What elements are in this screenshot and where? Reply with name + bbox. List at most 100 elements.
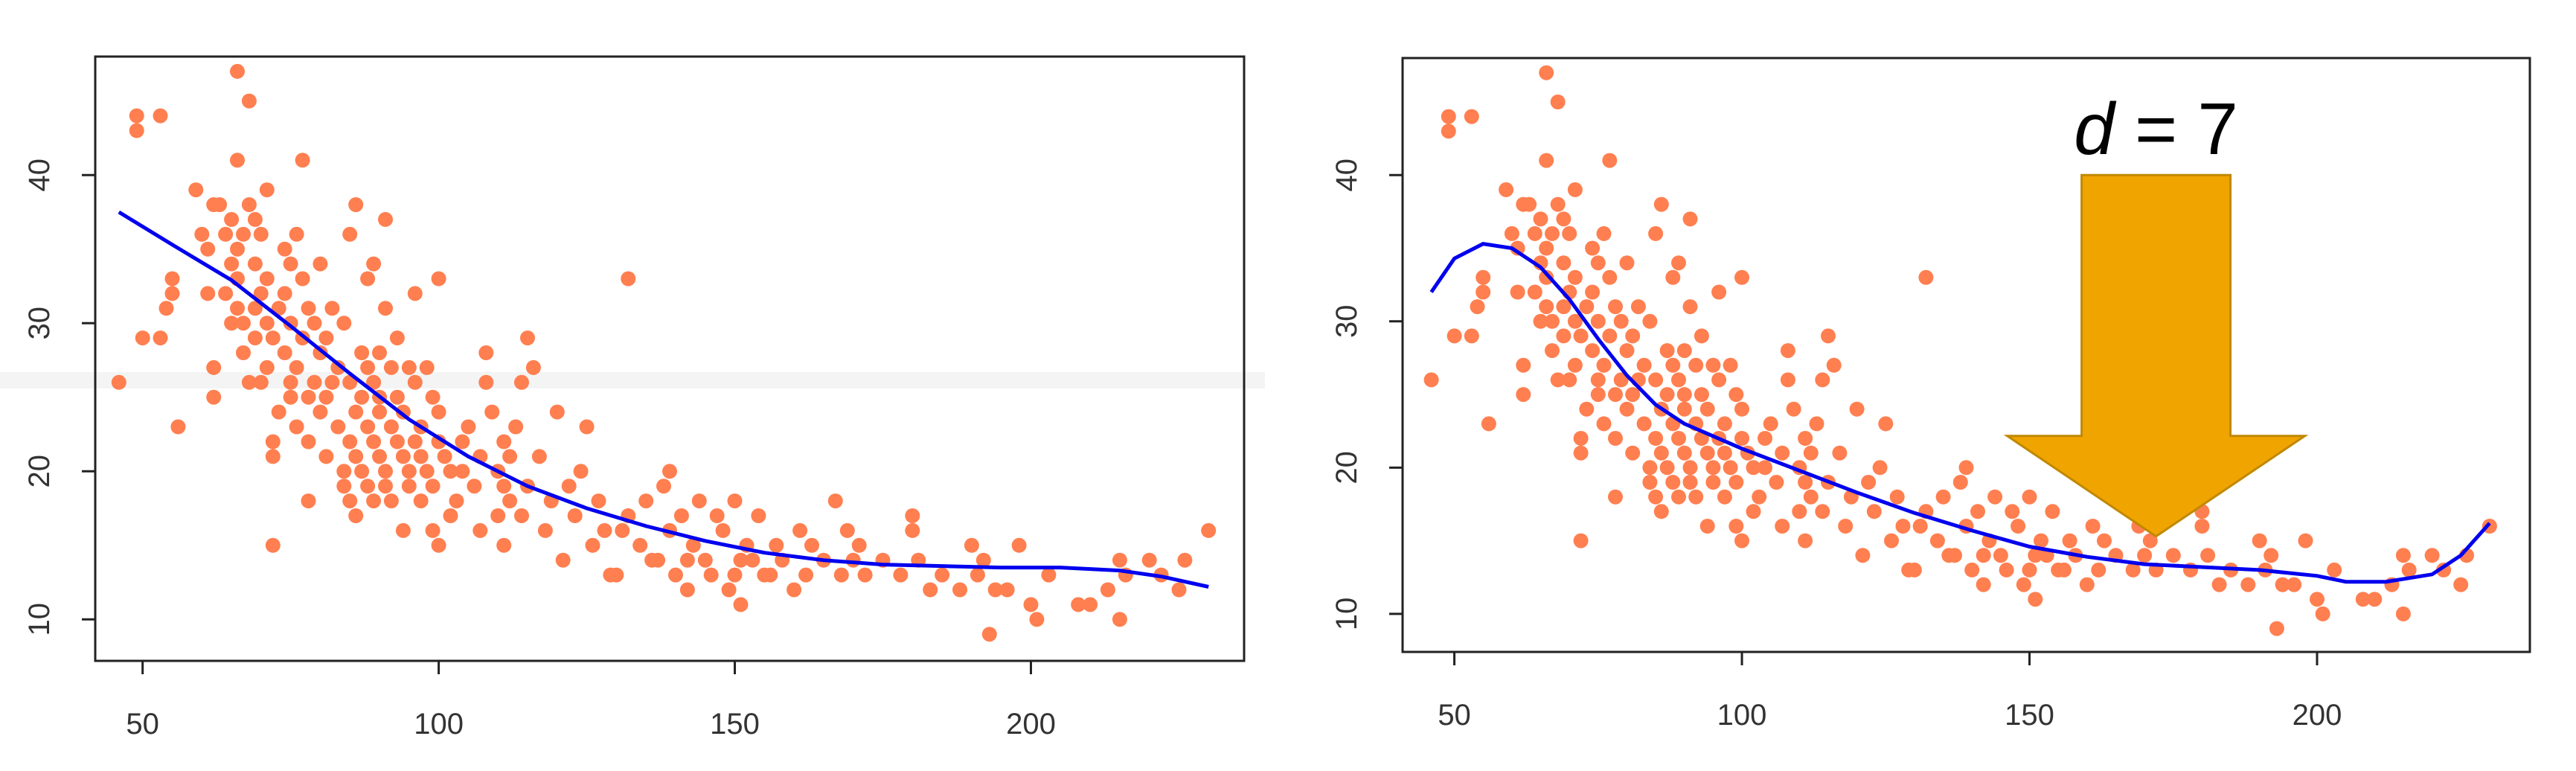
data-point	[1556, 211, 1571, 227]
data-point	[407, 434, 423, 450]
fit-line	[118, 210, 1209, 589]
data-point	[975, 552, 991, 568]
data-point	[1815, 372, 1830, 388]
y-tick-label: 10	[1330, 598, 1363, 631]
data-point	[230, 241, 245, 257]
data-point	[727, 567, 743, 583]
x-axis: 50 100 150 200	[126, 661, 1056, 740]
scatter-points	[1423, 65, 2497, 636]
data-point	[496, 434, 512, 450]
data-point	[1071, 597, 1086, 612]
data-point	[650, 552, 666, 568]
data-point	[431, 404, 446, 420]
data-point	[478, 345, 494, 360]
x-tick-label: 200	[1006, 708, 1056, 740]
data-point	[1562, 372, 1577, 388]
data-point	[1585, 284, 1601, 300]
data-point	[549, 404, 565, 420]
data-point	[1872, 460, 1888, 476]
data-point	[247, 256, 263, 272]
data-point	[330, 359, 346, 375]
data-point	[1642, 475, 1658, 490]
data-point	[425, 389, 440, 405]
data-point	[1665, 357, 1681, 373]
data-point	[378, 301, 393, 316]
data-point	[265, 449, 281, 464]
data-point	[366, 434, 382, 450]
data-point	[561, 479, 577, 494]
data-point	[301, 301, 316, 316]
data-point	[330, 419, 346, 435]
data-point	[1573, 445, 1589, 461]
data-point	[1539, 153, 1554, 168]
data-point	[2287, 577, 2302, 592]
data-point	[1585, 240, 1601, 256]
data-point	[1929, 533, 1945, 548]
data-point	[1011, 537, 1027, 553]
data-point	[1826, 357, 1842, 373]
data-point	[1653, 504, 1669, 519]
data-point	[1648, 489, 1664, 505]
data-point	[1573, 533, 1589, 548]
data-point	[348, 197, 364, 212]
data-point	[1884, 533, 1899, 548]
data-point	[923, 582, 938, 598]
data-point	[1510, 284, 1525, 300]
data-point	[2194, 519, 2210, 534]
data-point	[1746, 504, 1761, 519]
plot-frame	[1401, 57, 2531, 653]
data-point	[1705, 357, 1721, 373]
data-point	[1935, 489, 1951, 505]
data-point	[1516, 357, 1531, 373]
data-point	[1613, 372, 1629, 388]
data-point	[247, 330, 263, 346]
data-point	[531, 449, 547, 464]
data-point	[1464, 109, 1479, 124]
data-point	[348, 508, 364, 523]
data-point	[679, 552, 695, 568]
data-point	[1608, 387, 1623, 403]
data-point	[1171, 582, 1187, 598]
data-point	[425, 522, 440, 538]
data-point	[999, 582, 1015, 598]
data-point	[1964, 562, 1980, 578]
data-point	[265, 330, 281, 346]
data-point	[1423, 372, 1439, 388]
data-point	[1533, 211, 1548, 227]
data-point	[508, 419, 524, 435]
data-point	[206, 359, 222, 375]
data-point	[1665, 475, 1681, 490]
data-point	[1769, 475, 1784, 490]
data-point	[525, 359, 541, 375]
data-point	[1906, 562, 1922, 578]
data-point	[691, 493, 707, 509]
data-point	[585, 537, 600, 553]
data-point	[200, 286, 216, 301]
annotation-variable: d	[2074, 88, 2117, 170]
data-point	[313, 256, 328, 272]
data-point	[324, 301, 340, 316]
data-point	[383, 359, 399, 375]
down-arrow-icon	[2003, 173, 2309, 538]
data-point	[1619, 343, 1635, 359]
data-point	[1849, 401, 1865, 417]
data-point	[413, 493, 429, 509]
data-point	[1556, 255, 1571, 271]
data-point	[389, 389, 405, 405]
data-point	[727, 493, 743, 509]
data-point	[259, 316, 275, 331]
data-point	[1642, 460, 1658, 476]
degree-annotation: d = 7	[2074, 88, 2238, 170]
data-point	[2298, 533, 2313, 548]
data-point	[1083, 597, 1098, 612]
data-point	[289, 226, 304, 242]
data-point	[1671, 489, 1686, 505]
data-point	[1838, 519, 1853, 534]
data-point	[1539, 299, 1554, 315]
data-point	[1625, 387, 1641, 403]
data-point	[1798, 533, 1813, 548]
data-point	[1676, 445, 1692, 461]
data-point	[745, 552, 760, 568]
data-point	[1705, 460, 1721, 476]
data-point	[449, 493, 464, 509]
